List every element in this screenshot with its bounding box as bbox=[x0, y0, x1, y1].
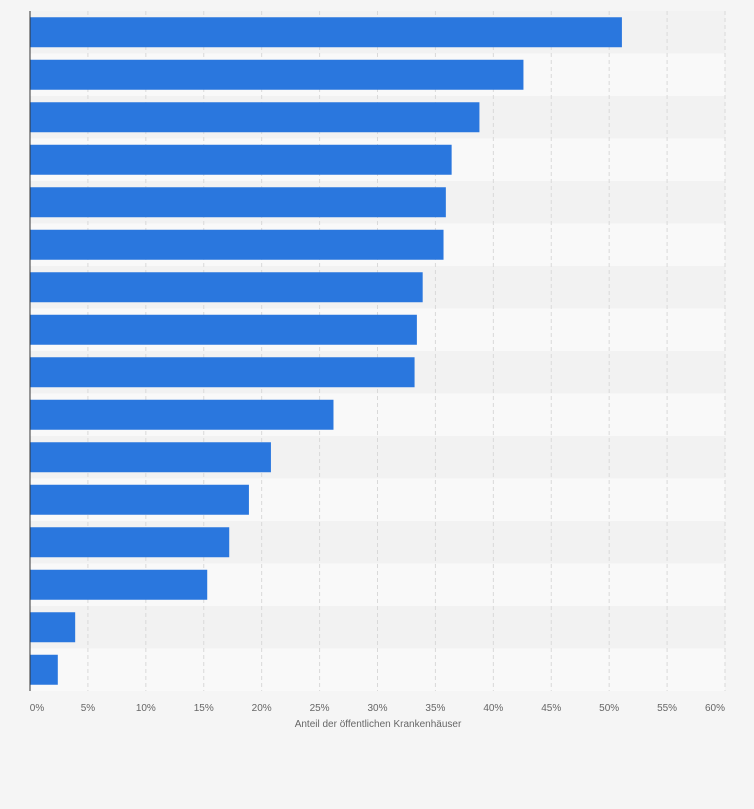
x-tick-label: 15% bbox=[194, 703, 214, 714]
bar[interactable] bbox=[30, 59, 524, 90]
bar[interactable] bbox=[30, 187, 446, 218]
bar[interactable] bbox=[30, 442, 271, 473]
x-tick-label: 45% bbox=[541, 703, 561, 714]
bar[interactable] bbox=[30, 272, 423, 303]
bar[interactable] bbox=[30, 314, 417, 345]
bar[interactable] bbox=[30, 229, 444, 260]
x-tick-label: 55% bbox=[657, 703, 677, 714]
bar[interactable] bbox=[30, 654, 58, 685]
x-tick-label: 50% bbox=[599, 703, 619, 714]
x-axis-title: Anteil der öffentlichen Krankenhäuser bbox=[295, 719, 462, 730]
bar[interactable] bbox=[30, 484, 249, 515]
bar[interactable] bbox=[30, 357, 415, 388]
bar[interactable] bbox=[30, 527, 230, 558]
x-tick-labels: 0% 5% 10% 15% 20% 25% 30% 35% 40% 45% 50% 55% 60% bbox=[30, 703, 725, 714]
bar[interactable] bbox=[30, 612, 76, 643]
bar[interactable] bbox=[30, 102, 480, 133]
x-tick-label: 35% bbox=[425, 703, 445, 714]
x-tick-label: 5% bbox=[81, 703, 96, 714]
bar[interactable] bbox=[30, 144, 452, 175]
x-tick-label: 40% bbox=[483, 703, 503, 714]
bar[interactable] bbox=[30, 17, 622, 48]
x-tick-label: 10% bbox=[136, 703, 156, 714]
x-tick-label: 30% bbox=[367, 703, 387, 714]
bar-series bbox=[30, 17, 622, 685]
x-tick-label: 0% bbox=[30, 703, 45, 714]
bar[interactable] bbox=[30, 569, 208, 600]
x-tick-label: 25% bbox=[310, 703, 330, 714]
x-tick-label: 20% bbox=[252, 703, 272, 714]
bar[interactable] bbox=[30, 399, 334, 430]
x-tick-label: 60% bbox=[705, 703, 725, 714]
